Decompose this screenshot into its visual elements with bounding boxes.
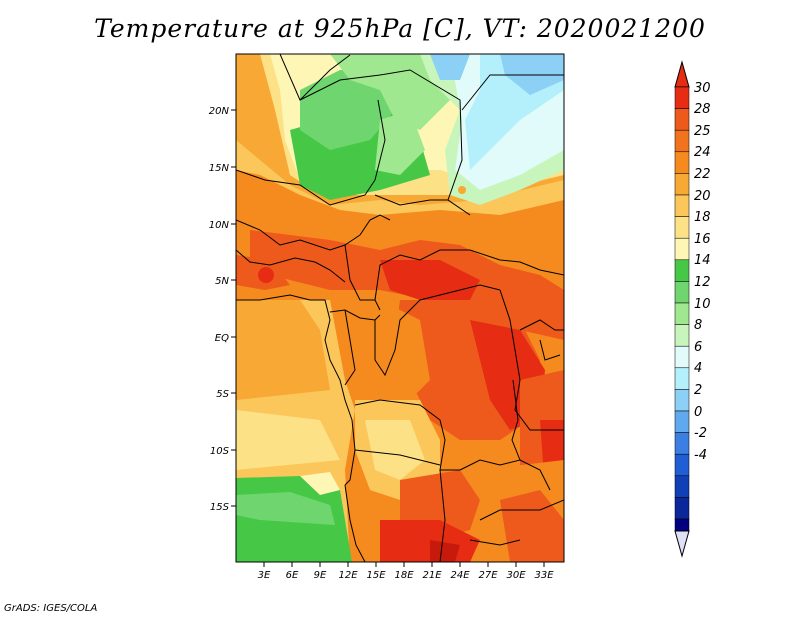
colorbar-labels: 30 28 25 24 22 20 18 16 14 12 10 8 6 4 2… [694, 81, 711, 463]
colorbar [674, 60, 690, 558]
colorbar-swatch [674, 367, 690, 390]
colorbar-label: 28 [694, 102, 711, 117]
colorbar-label: 30 [694, 81, 711, 96]
colorbar-label: 4 [694, 361, 702, 376]
x-tick-label: 3E [258, 570, 271, 581]
colorbar-swatch [674, 108, 690, 131]
colorbar-label: 6 [694, 340, 702, 355]
colorbar-swatch [674, 324, 690, 347]
temperature-field [236, 54, 564, 562]
x-tick-label: 21E [422, 570, 442, 581]
y-tick-label: EQ [215, 333, 229, 344]
colorbar-label: 2 [694, 383, 702, 398]
colorbar-swatch [674, 86, 690, 109]
y-tick-label: 15S [210, 502, 230, 513]
x-tick-label: 27E [478, 570, 498, 581]
country-borders [236, 54, 564, 562]
x-tick-label: 12E [338, 570, 358, 581]
y-tick-label: 10N [209, 220, 230, 231]
x-tick-label: 15E [366, 570, 386, 581]
colorbar-swatch [674, 453, 690, 477]
colorbar-swatch [674, 173, 690, 196]
colorbar-swatch [674, 259, 690, 282]
colorbar-label: 20 [694, 189, 711, 204]
y-tick-label: 5S [216, 389, 229, 400]
y-tick-label: 5N [215, 276, 229, 287]
x-tick-label: 18E [394, 570, 414, 581]
map-frame [235, 53, 565, 563]
colorbar-label: 0 [694, 405, 702, 420]
colorbar-swatch [674, 216, 690, 239]
x-tick-label: 24E [450, 570, 470, 581]
x-tick-label: 6E [286, 570, 299, 581]
colorbar-label: 12 [694, 275, 711, 290]
colorbar-label: -2 [694, 426, 707, 441]
x-axis-labels: 3E 6E 9E 12E 15E 18E 21E 24E 27E 30E 33E [258, 570, 555, 581]
y-tick-label: 15N [209, 163, 230, 174]
colorbar-swatch [674, 475, 690, 498]
colorbar-label: 25 [694, 124, 711, 139]
colorbar-label: 10 [694, 297, 711, 312]
colorbar-label: 24 [694, 145, 711, 160]
colorbar-swatch [674, 302, 690, 325]
colorbar-label: 18 [694, 210, 711, 225]
colorbar-label: -4 [694, 448, 707, 463]
colorbar-swatch [674, 194, 690, 217]
y-tick-label: 10S [210, 446, 230, 457]
grads-credit: GrADS: IGES/COLA [4, 603, 98, 614]
colorbar-swatch [674, 345, 690, 369]
colorbar-swatch [674, 497, 690, 520]
map-title: Temperature at 925hPa [C], VT: 202002120… [94, 14, 706, 43]
colorbar-swatch [674, 237, 690, 261]
colorbar-swatch [674, 518, 690, 532]
colorbar-top-arrow [674, 60, 690, 88]
y-tick-label: 20N [209, 106, 230, 117]
colorbar-swatch [674, 281, 690, 304]
y-axis-labels: 20N 15N 10N 5N EQ 5S 10S 15S [209, 106, 230, 513]
colorbar-swatch [674, 410, 690, 433]
colorbar-swatch [674, 389, 690, 412]
colorbar-label: 14 [694, 253, 711, 268]
colorbar-swatch [674, 151, 690, 174]
colorbar-label: 22 [694, 167, 711, 182]
colorbar-swatch [674, 432, 690, 455]
x-tick-label: 33E [534, 570, 554, 581]
colorbar-bottom-arrow [674, 530, 690, 558]
axis-ticks [231, 109, 545, 567]
colorbar-label: 8 [694, 318, 702, 333]
x-tick-label: 30E [506, 570, 526, 581]
colorbar-label: 16 [694, 232, 711, 247]
colorbar-swatch [674, 129, 690, 153]
x-tick-label: 9E [314, 570, 327, 581]
